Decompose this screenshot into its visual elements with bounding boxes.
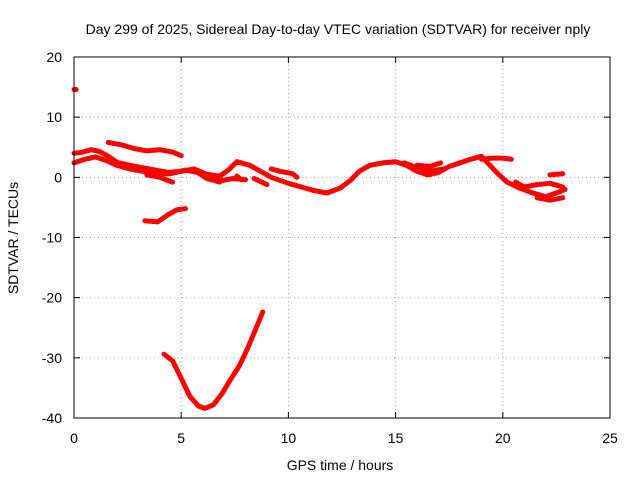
series-line-trace-h [268, 166, 300, 180]
series-line-trace-l [513, 179, 566, 190]
x-tick-label: 15 [388, 430, 404, 446]
x-axis-label: GPS time / hours [287, 457, 394, 473]
series-line-trace-i [401, 160, 446, 174]
series-line-trace-n [534, 195, 566, 203]
x-tick-label: 20 [495, 430, 511, 446]
series-line-trace-f [234, 173, 244, 183]
x-tick-label: 10 [281, 430, 297, 446]
series-line-trace-p [161, 309, 266, 411]
y-tick-label: -30 [42, 350, 62, 366]
y-tick-label: 10 [46, 109, 62, 125]
series-line-trace-e [191, 167, 223, 185]
series-line-trace-d [144, 172, 176, 185]
grid [74, 57, 610, 418]
chart-title: Day 299 of 2025, Sidereal Day-to-day VTE… [86, 21, 591, 37]
y-tick-label: 20 [46, 49, 62, 65]
y-tick-label: -10 [42, 230, 62, 246]
series-line-trace-o [142, 206, 188, 225]
data-series [71, 87, 568, 411]
axis-ticks: 0 5 10 15 20 25 -40 -30 -20 -10 0 10 20 [42, 49, 618, 446]
series-line-trace-m [547, 171, 566, 178]
series-line-trace-c [105, 139, 184, 159]
series-line-trace-g [251, 176, 270, 188]
y-tick-label: -40 [42, 410, 62, 426]
y-axis-label: SDTVAR / TECUs [5, 182, 21, 294]
series-line-trace-j [414, 160, 444, 169]
x-tick-label: 25 [602, 430, 618, 446]
series-line-trace-a [71, 147, 568, 200]
x-tick-label: 5 [177, 430, 185, 446]
y-tick-label: -20 [42, 290, 62, 306]
series-line-trace-k [478, 155, 514, 162]
y-tick-label: 0 [54, 169, 62, 185]
x-tick-label: 0 [70, 430, 78, 446]
